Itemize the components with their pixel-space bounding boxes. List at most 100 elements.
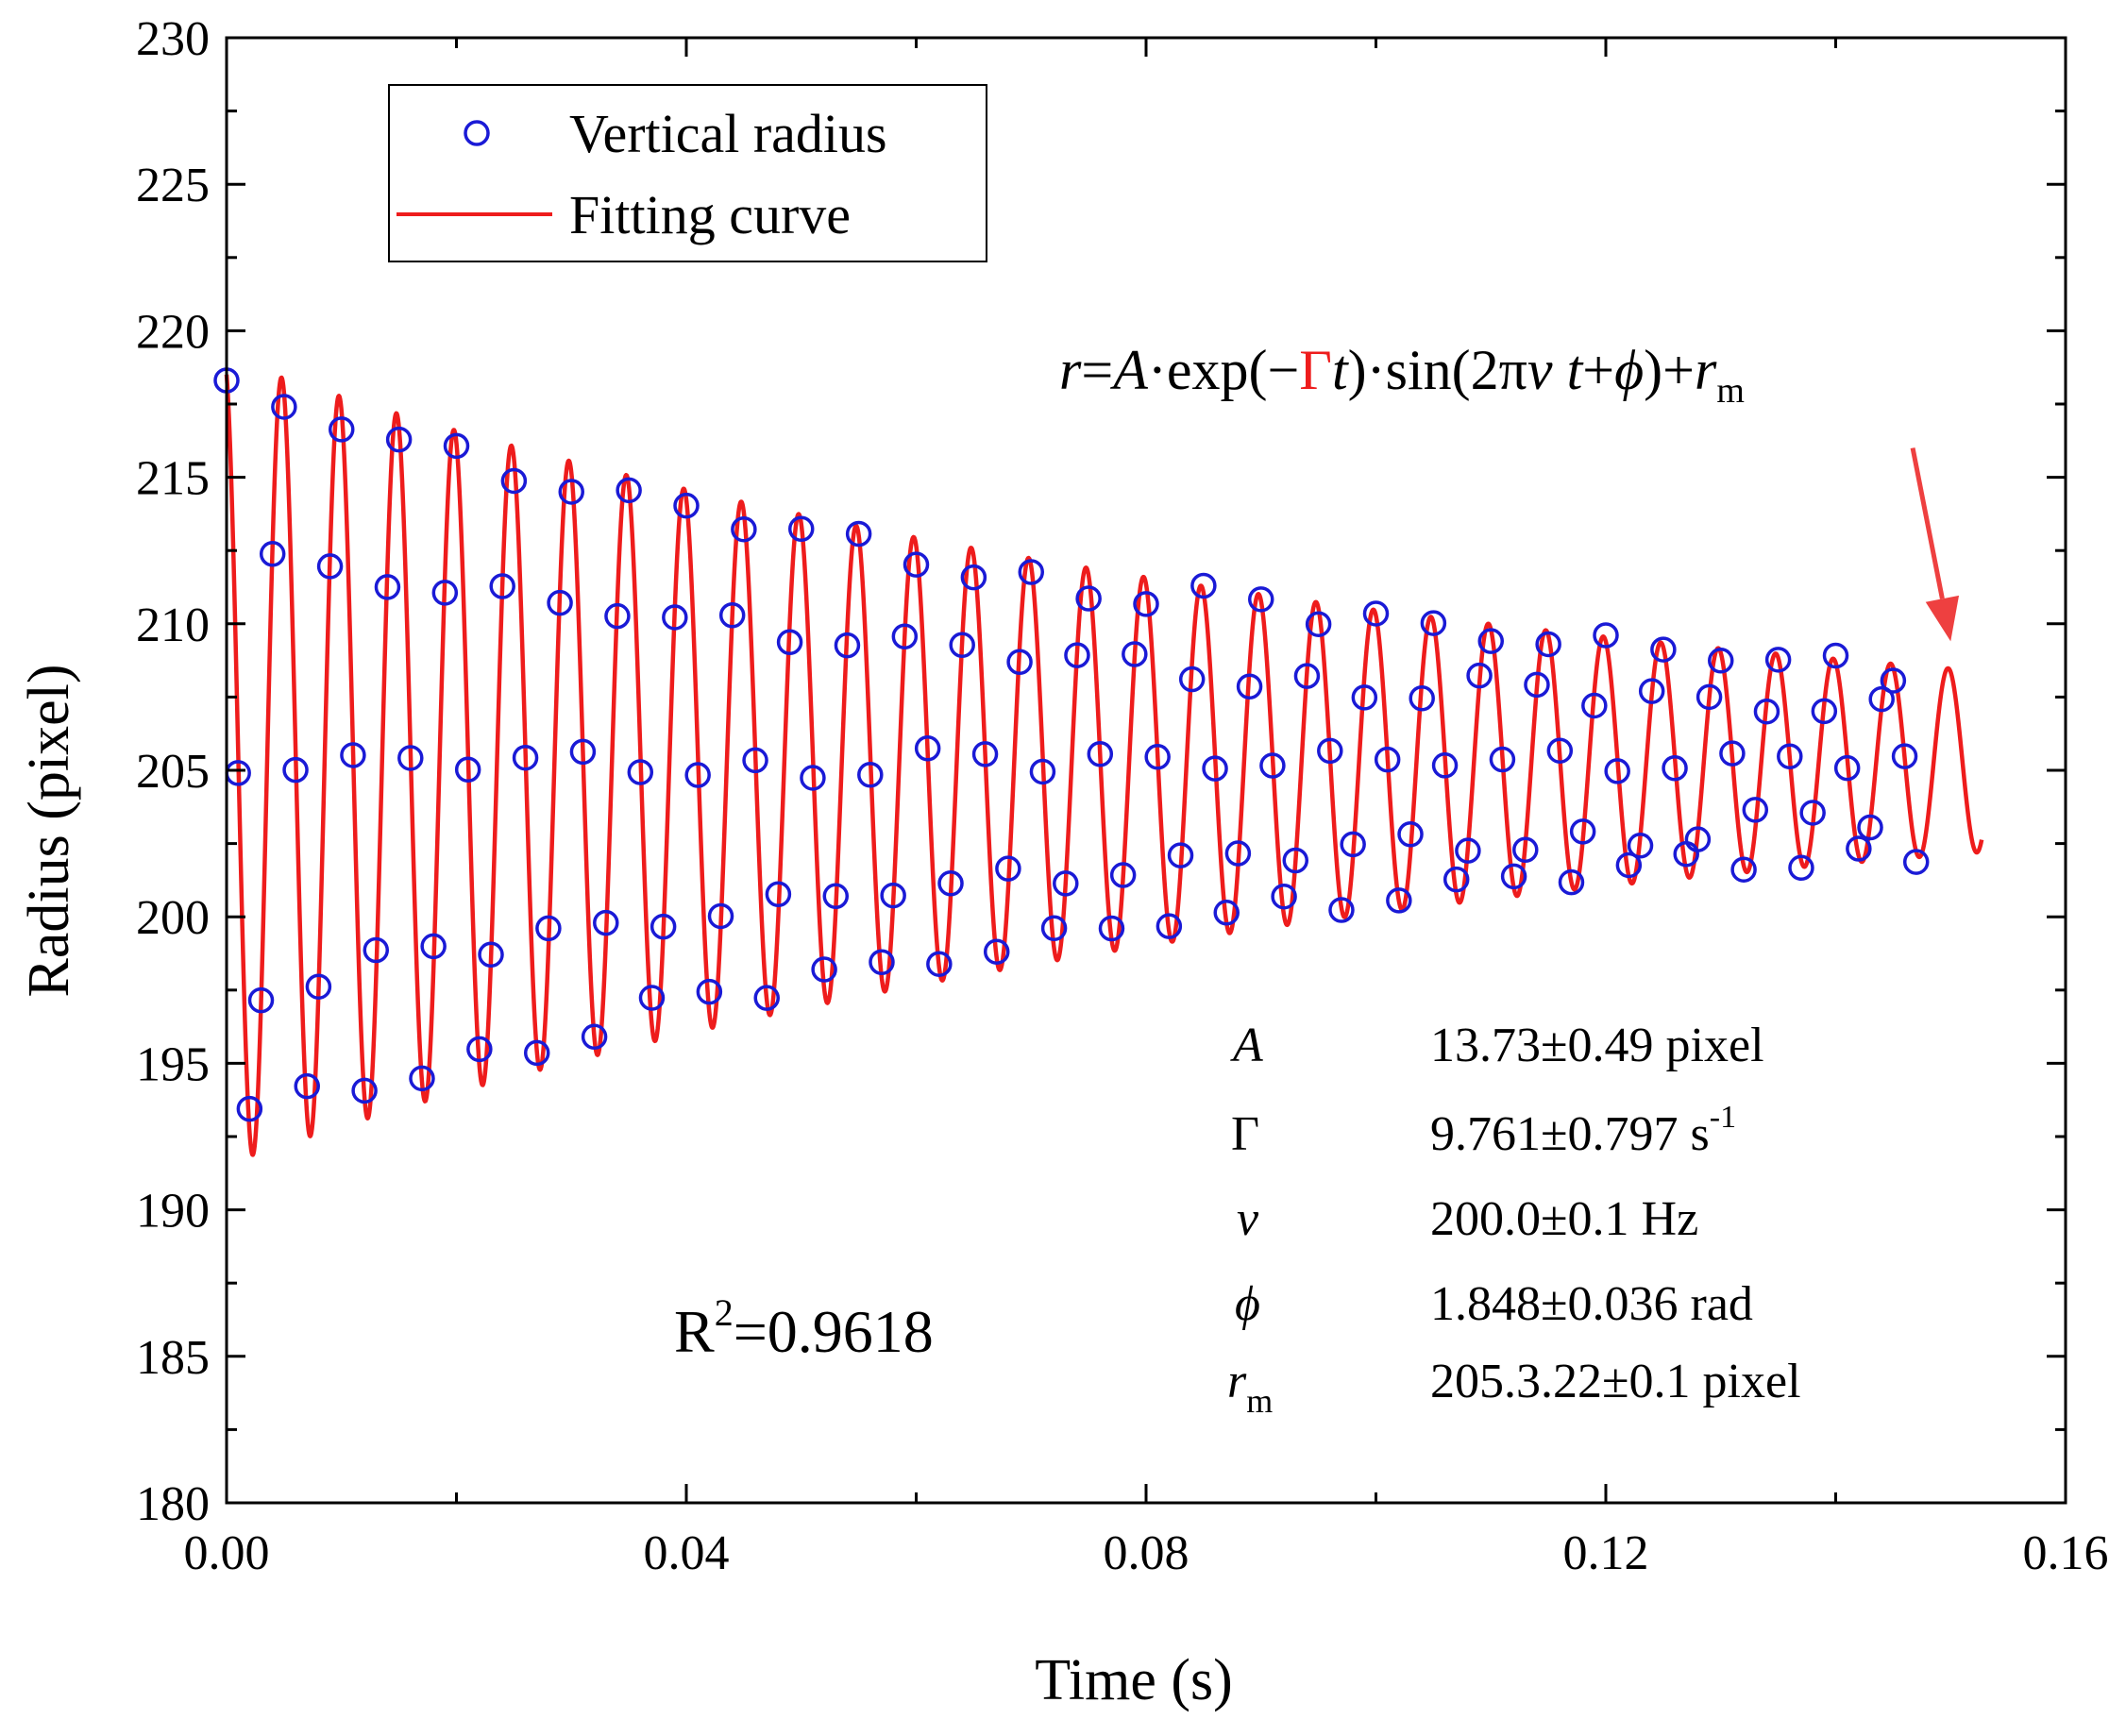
param-value-nu: 200.0±0.1 Hz: [1430, 1192, 1698, 1246]
data-point: [995, 855, 1021, 882]
data-point: [1857, 814, 1883, 841]
data-point: [305, 973, 332, 1000]
y-tick-label: 215: [136, 452, 210, 506]
data-point: [1178, 666, 1206, 693]
data-point: [1764, 647, 1792, 673]
data-point: [1535, 631, 1561, 658]
data-point: [937, 870, 964, 897]
data-point: [1362, 600, 1390, 627]
y-tick-label: 205: [136, 745, 210, 799]
data-point: [765, 881, 792, 908]
x-tick-label: 0.04: [644, 1526, 730, 1580]
data-point: [1317, 737, 1343, 765]
data-point: [696, 978, 723, 1005]
data-point: [1684, 826, 1712, 852]
data-point: [1627, 833, 1654, 859]
fitting-curve-layer: [224, 374, 1984, 1157]
data-point: [1133, 591, 1159, 617]
data-point: [454, 756, 481, 783]
data-point: [1730, 856, 1757, 883]
arrow-shaft: [1910, 447, 1945, 599]
data-point: [1455, 837, 1481, 864]
data-point: [1122, 641, 1148, 667]
data-point: [742, 747, 768, 774]
data-point: [926, 951, 953, 977]
y-tick-label: 190: [136, 1185, 210, 1239]
data-point: [1259, 752, 1286, 779]
data-point: [1328, 897, 1355, 923]
data-point: [869, 949, 895, 975]
data-point: [1880, 667, 1907, 694]
data-point: [1846, 835, 1872, 862]
data-point: [1569, 818, 1596, 845]
data-point: [1351, 684, 1378, 711]
data-point: [1087, 741, 1114, 767]
data-point: [523, 1039, 550, 1067]
data-point: [914, 735, 941, 762]
data-point: [1833, 754, 1861, 782]
data-point: [1546, 737, 1574, 764]
param-value-gamma-sup: -1: [1710, 1100, 1736, 1135]
data-point: [1271, 883, 1297, 910]
data-point: [1293, 663, 1321, 689]
data-point: [983, 938, 1010, 965]
legend-box: [388, 84, 987, 262]
data-point: [1386, 887, 1412, 914]
eq-gamma: Γ: [1299, 339, 1332, 401]
data-point: [857, 762, 884, 788]
arrow-annotation: [1910, 447, 1960, 642]
data-point: [1040, 915, 1068, 941]
data-point: [1224, 840, 1252, 867]
eq-A: A: [1109, 339, 1148, 401]
data-point: [1615, 851, 1643, 879]
data-point: [753, 985, 780, 1011]
data-point: [558, 479, 584, 505]
data-point: [569, 738, 597, 766]
data-point: [1156, 913, 1183, 939]
param-value-gamma: 9.761±0.797 s-1: [1430, 1100, 1736, 1161]
data-point: [1006, 649, 1033, 675]
data-point: [489, 573, 515, 599]
data-point: [1891, 743, 1918, 769]
data-point: [236, 1095, 263, 1122]
data-point: [616, 477, 642, 504]
data-point: [1489, 746, 1516, 773]
data-point: [1753, 698, 1780, 725]
data-point: [1431, 752, 1459, 779]
data-point: [662, 604, 688, 631]
eq-nu: ν: [1527, 339, 1553, 401]
param-symbol-rm: rm: [1227, 1355, 1273, 1420]
x-tick-label: 0.12: [1563, 1526, 1649, 1580]
data-point: [1650, 636, 1677, 663]
data-point: [316, 553, 344, 580]
data-point: [960, 564, 987, 591]
data-point: [512, 744, 539, 771]
param-symbol-gamma: Γ: [1231, 1107, 1259, 1161]
r2-sup: 2: [715, 1291, 734, 1334]
fit-equation: r=A·exp(−Γt)·sin(2πν t+ϕ)+rm: [1059, 339, 1745, 411]
data-point: [397, 745, 424, 771]
data-point: [385, 426, 413, 453]
data-point: [1248, 586, 1274, 613]
data-point: [822, 883, 850, 910]
data-point: [409, 1065, 435, 1092]
data-point: [1109, 862, 1137, 888]
data-point: [431, 580, 459, 606]
data-point: [1604, 758, 1630, 784]
data-point: [811, 956, 837, 983]
data-point: [581, 1023, 608, 1051]
r2-base: R: [674, 1298, 715, 1365]
data-point: [1524, 671, 1550, 699]
fitting-curve-line: [224, 374, 1984, 1157]
data-point: [903, 551, 930, 578]
param-symbol-rm-sub: m: [1246, 1382, 1273, 1420]
eq-equals: =: [1081, 339, 1113, 401]
data-point: [593, 909, 619, 936]
eq-phi: ϕ: [1614, 339, 1644, 401]
data-point: [1064, 642, 1090, 668]
data-point: [535, 915, 562, 942]
data-point: [1593, 622, 1619, 649]
data-point: [500, 467, 528, 495]
data-point: [1075, 585, 1102, 612]
r2-rest: =0.9618: [734, 1298, 934, 1365]
